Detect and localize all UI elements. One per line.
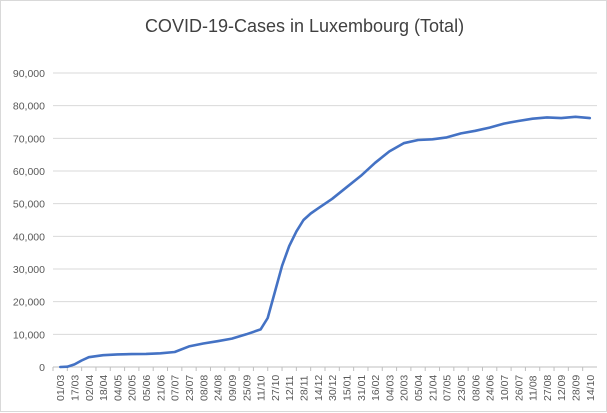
- y-tick-label: 60,000: [13, 166, 45, 178]
- x-tick-label: 05/06: [141, 375, 153, 401]
- x-tick-label: 16/02: [370, 375, 382, 401]
- x-tick-label: 21/06: [155, 375, 167, 401]
- x-tick-label: 08/08: [198, 375, 210, 401]
- chart-title: COVID-19-Cases in Luxembourg (Total): [144, 16, 465, 36]
- y-tick-label: 70,000: [13, 133, 45, 145]
- x-tick-label: 20/05: [127, 375, 139, 401]
- x-tick-label: 24/06: [485, 375, 497, 401]
- x-tick-label: 17/03: [69, 375, 81, 401]
- series-layer: [58, 115, 592, 369]
- x-tick-label: 02/04: [84, 375, 96, 401]
- x-tick-label: 14/12: [313, 375, 325, 401]
- x-tick-label: 05/04: [413, 375, 425, 401]
- x-tick-label: 04/03: [384, 375, 396, 401]
- x-tick-label: 12/11: [284, 375, 296, 401]
- y-tick-label: 80,000: [13, 101, 45, 113]
- x-tick-label: 23/07: [184, 375, 196, 401]
- x-tick-label: 31/01: [356, 375, 368, 401]
- y-tick-label: 20,000: [13, 297, 45, 309]
- x-tick-label: 15/01: [341, 375, 353, 401]
- y-tick-label: 90,000: [13, 68, 45, 80]
- x-tick-label: 01/03: [55, 375, 67, 401]
- x-tick-label: 27/10: [270, 375, 282, 401]
- y-axis-tick-labels: 0 10,000 20,000 30,000 40,000 50,000 60,000 70,…: [13, 68, 45, 374]
- x-tick-label: 20/03: [399, 375, 411, 401]
- x-tick-label: 09/09: [227, 375, 239, 401]
- x-tick-label: 21/04: [427, 375, 439, 401]
- y-tick-label: 30,000: [13, 264, 45, 276]
- x-tick-label: 10/07: [499, 375, 511, 401]
- x-tick-label: 26/07: [513, 375, 525, 401]
- x-tick-label: 12/09: [556, 375, 568, 401]
- y-tick-label: 50,000: [13, 199, 45, 211]
- x-tick-label: 24/08: [213, 375, 225, 401]
- series-line: [58, 115, 592, 369]
- x-tick-label: 07/07: [170, 375, 182, 401]
- x-tick-label: 11/08: [528, 375, 540, 401]
- y-tick-label: 40,000: [13, 231, 45, 243]
- y-tick-label: 0: [39, 362, 45, 374]
- x-tick-label: 23/05: [456, 375, 468, 401]
- x-tick-label: 08/06: [470, 375, 482, 401]
- x-tick-label: 11/10: [256, 375, 268, 401]
- x-tick-label: 18/04: [98, 375, 110, 401]
- x-tick-label: 28/09: [571, 375, 583, 401]
- x-axis-tick-labels: 01/03 17/03 02/04 18/04 04/05 20/05 05/06 21/06…: [52, 367, 597, 401]
- y-tick-label: 10,000: [13, 329, 45, 341]
- x-tick-label: 27/08: [542, 375, 554, 401]
- x-tick-label: 28/11: [299, 375, 311, 401]
- gridlines: [53, 72, 597, 368]
- x-tick-label: 25/09: [241, 375, 253, 401]
- x-tick-label: 14/10: [585, 375, 597, 401]
- x-tick-label: 30/12: [327, 375, 339, 401]
- x-tick-label: 04/05: [112, 375, 124, 401]
- x-tick-label: 07/05: [442, 375, 454, 401]
